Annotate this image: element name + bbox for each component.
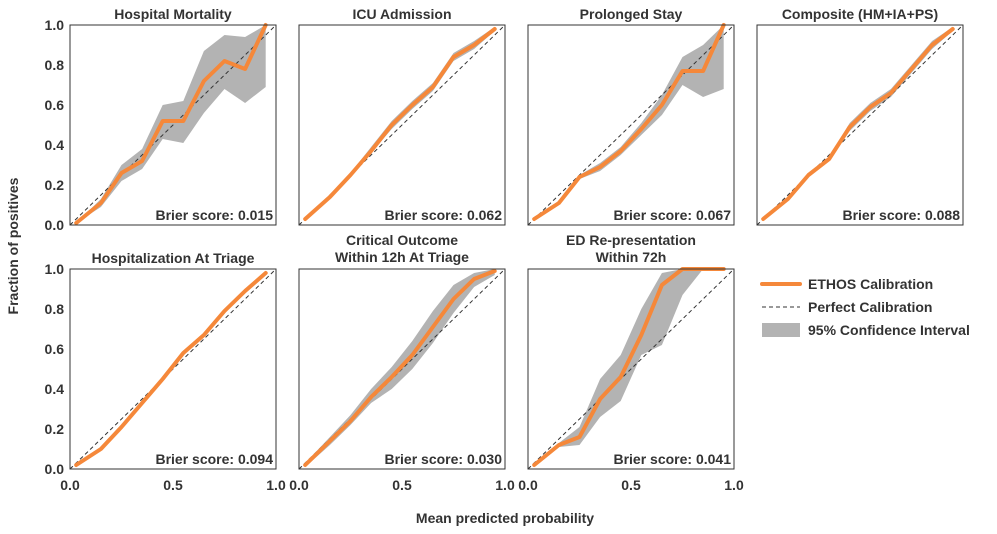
legend-item: 95% Confidence Interval [762, 322, 970, 338]
calibration-panel: Hospitalization At Triage Brier score: 0.… [45, 250, 286, 493]
brier-score: Brier score: 0.062 [384, 207, 502, 223]
legend-label: Perfect Calibration [808, 299, 932, 315]
x-tick-label: 0.5 [621, 477, 641, 493]
legend-swatch-patch [762, 323, 800, 337]
panel-title: Hospitalization At Triage [92, 250, 255, 266]
y-tick-label: 0.0 [45, 217, 65, 233]
panel-title: Critical Outcome [346, 232, 458, 248]
panel-title: Within 12h At Triage [335, 249, 469, 265]
panel-title: Prolonged Stay [580, 6, 683, 22]
y-tick-label: 0.2 [45, 177, 65, 193]
axes-frame [527, 24, 735, 226]
perfect-calibration-line [298, 268, 506, 470]
x-tick-label: 0.0 [518, 477, 538, 493]
calibration-line [303, 27, 497, 221]
calibration-panel: Hospital Mortality Brier score: 0.015 0.0 0… [45, 6, 277, 233]
perfect-calibration-line [527, 24, 735, 226]
axes-frame [756, 24, 964, 226]
legend-label: ETHOS Calibration [808, 276, 933, 292]
calibration-line [74, 23, 268, 225]
legend: ETHOS Calibration Perfect Calibration 95% … [760, 276, 970, 338]
axes-frame [69, 24, 277, 226]
panel-title: Hospital Mortality [114, 6, 232, 22]
perfect-calibration-line [527, 268, 735, 470]
axes-frame [298, 24, 506, 226]
y-tick-label: 1.0 [45, 17, 65, 33]
calibration-panel: Prolonged Stay Brier score: 0.067 [527, 6, 735, 226]
brier-score: Brier score: 0.088 [842, 207, 960, 223]
brier-score: Brier score: 0.030 [384, 451, 502, 467]
confidence-band [534, 25, 724, 221]
x-tick-label: 0.5 [392, 477, 412, 493]
confidence-band [76, 25, 266, 223]
y-tick-label: 0.2 [45, 421, 65, 437]
y-tick-label: 0.4 [45, 137, 65, 153]
calibration-panel: Composite (HM+IA+PS) Brier score: 0.088 [756, 6, 964, 226]
y-axis-label: Fraction of positives [5, 177, 21, 314]
panel-title: Within 72h [596, 249, 667, 265]
x-axis-label: Mean predicted probability [416, 510, 594, 526]
x-tick-label: 1.0 [724, 477, 744, 493]
perfect-calibration-line [69, 24, 277, 226]
y-tick-label: 0.6 [45, 97, 65, 113]
panel-title: ED Re-presentation [566, 232, 696, 248]
confidence-band [534, 269, 724, 465]
y-tick-label: 0.8 [45, 301, 65, 317]
brier-score: Brier score: 0.041 [613, 451, 731, 467]
brier-score: Brier score: 0.094 [155, 451, 273, 467]
y-tick-label: 0.0 [45, 461, 65, 477]
axes-frame [69, 268, 277, 470]
legend-item: Perfect Calibration [762, 299, 932, 315]
x-tick-label: 0.0 [60, 477, 80, 493]
y-tick-label: 0.4 [45, 381, 65, 397]
brier-score: Brier score: 0.067 [613, 207, 731, 223]
panel-title: Composite (HM+IA+PS) [782, 6, 938, 22]
x-tick-label: 0.0 [289, 477, 309, 493]
calibration-line [74, 271, 268, 467]
calibration-line [303, 269, 497, 467]
x-tick-label: 1.0 [495, 477, 515, 493]
legend-item: ETHOS Calibration [760, 276, 933, 292]
perfect-calibration-line [298, 24, 506, 226]
calibration-line [761, 27, 955, 221]
calibration-panel: ICU Admission Brier score: 0.062 [298, 6, 506, 226]
axes-frame [527, 268, 735, 470]
brier-score: Brier score: 0.015 [155, 207, 273, 223]
y-tick-label: 1.0 [45, 261, 65, 277]
x-tick-label: 0.5 [163, 477, 183, 493]
y-tick-label: 0.6 [45, 341, 65, 357]
perfect-calibration-line [756, 24, 964, 226]
x-tick-label: 1.0 [266, 477, 286, 493]
panel-title: ICU Admission [352, 6, 451, 22]
y-tick-label: 0.8 [45, 57, 65, 73]
calibration-line [532, 23, 726, 221]
legend-label: 95% Confidence Interval [808, 322, 970, 338]
axes-frame [298, 268, 506, 470]
